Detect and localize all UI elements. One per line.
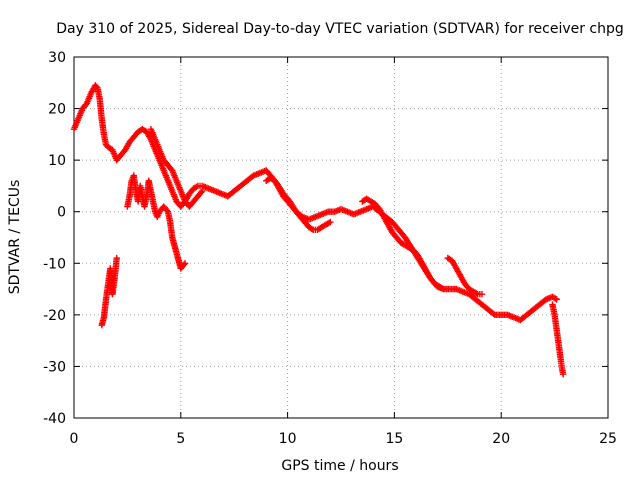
data-point bbox=[552, 295, 559, 302]
data-points bbox=[70, 82, 567, 378]
chart-title: Day 310 of 2025, Sidereal Day-to-day VTE… bbox=[56, 21, 624, 37]
data-point bbox=[478, 291, 486, 298]
series-branch-f bbox=[444, 254, 486, 298]
grid-lines bbox=[74, 57, 608, 418]
data-point bbox=[438, 285, 446, 292]
data-point bbox=[490, 310, 497, 318]
x-tick-label: 15 bbox=[385, 431, 403, 447]
data-point bbox=[181, 260, 189, 267]
data-point bbox=[198, 187, 206, 195]
y-tick-label: 10 bbox=[48, 153, 66, 169]
x-tick-label: 0 bbox=[70, 431, 79, 447]
series-branch-d bbox=[263, 174, 334, 233]
data-point bbox=[180, 261, 188, 268]
x-axis-label: GPS time / hours bbox=[281, 458, 398, 474]
series-main-trace bbox=[70, 82, 560, 324]
x-axis: 0 5 10 15 20 25 bbox=[70, 57, 617, 447]
series-branch-g bbox=[549, 301, 567, 378]
data-point bbox=[163, 207, 171, 214]
data-point bbox=[113, 254, 120, 262]
data-point bbox=[197, 189, 205, 196]
data-point bbox=[553, 296, 560, 303]
y-tick-label: -30 bbox=[43, 359, 66, 375]
data-point bbox=[473, 290, 480, 297]
y-tick-label: 20 bbox=[48, 102, 66, 118]
series-branch-b bbox=[124, 172, 189, 272]
data-point bbox=[193, 183, 200, 190]
series-branch-c bbox=[147, 126, 206, 210]
x-tick-label: 10 bbox=[279, 431, 297, 447]
data-point bbox=[559, 370, 567, 378]
data-point bbox=[327, 218, 334, 226]
data-point bbox=[440, 285, 447, 293]
y-tick-label: -40 bbox=[43, 411, 66, 427]
y-tick-label: -10 bbox=[43, 256, 66, 272]
series-branch-a bbox=[98, 254, 120, 329]
x-tick-label: 5 bbox=[176, 431, 185, 447]
y-tick-label: 30 bbox=[48, 50, 66, 66]
y-axis: -40 -30 -20 -10 0 10 20 30 bbox=[43, 50, 608, 427]
series-branch-e bbox=[359, 195, 447, 293]
data-point bbox=[93, 83, 100, 90]
x-tick-label: 25 bbox=[599, 431, 617, 447]
data-point bbox=[325, 219, 333, 227]
y-tick-label: -20 bbox=[43, 308, 66, 324]
plot-frame bbox=[73, 56, 609, 419]
y-axis-label: SDTVAR / TECUs bbox=[7, 180, 23, 295]
y-tick-label: 0 bbox=[57, 205, 66, 221]
x-tick-label: 20 bbox=[492, 431, 510, 447]
data-point bbox=[308, 225, 316, 233]
